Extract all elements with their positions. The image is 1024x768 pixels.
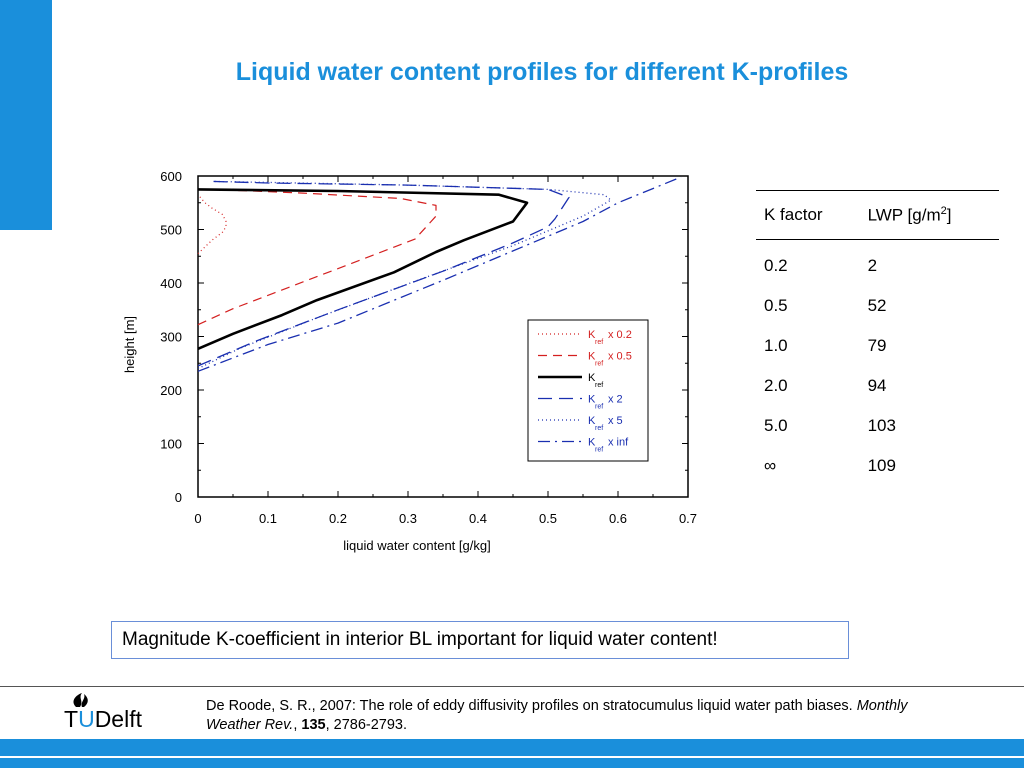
header-lwp-text: LWP [g/m — [867, 205, 941, 225]
logo-delft: Delft — [94, 706, 142, 732]
legend-label-subscript: ref — [595, 361, 603, 368]
table-row: 1.0 79 — [756, 326, 999, 366]
logo-t: T — [64, 706, 79, 732]
legend-label-suffix: x 0.2 — [608, 329, 632, 341]
x-tick-label: 0.6 — [609, 511, 627, 526]
legend-label: K — [588, 372, 596, 384]
x-tick-label: 0.4 — [469, 511, 487, 526]
legend-label-subscript: ref — [595, 447, 603, 454]
table-row: 0.2 2 — [756, 240, 999, 287]
x-tick-label: 0.5 — [539, 511, 557, 526]
accent-bar — [0, 0, 52, 230]
lwp-cell: 79 — [867, 336, 887, 355]
legend-label: K — [588, 351, 596, 363]
conclusion-box: Magnitude K-coefficient in interior BL i… — [111, 621, 849, 659]
legend-label-suffix: x inf — [608, 437, 629, 449]
header-lwp-superscript: 2 — [940, 204, 947, 217]
legend-label: K — [588, 329, 596, 341]
footer-divider — [0, 686, 1024, 687]
slide-title: Liquid water content profiles for differ… — [235, 58, 849, 86]
x-tick-label: 0 — [194, 511, 201, 526]
series-line-0 — [197, 194, 227, 255]
footer-band-bottom — [0, 758, 1024, 768]
legend-label: K — [588, 394, 596, 406]
table-row: ∞ 109 — [756, 446, 999, 486]
x-tick-label: 0.2 — [329, 511, 347, 526]
y-tick-label: 600 — [160, 169, 182, 184]
tudelft-logo: TUDelft — [64, 706, 142, 733]
legend-label-subscript: ref — [595, 404, 603, 411]
reference-citation: De Roode, S. R., 2007: The role of eddy … — [206, 697, 946, 735]
legend-label-subscript: ref — [595, 339, 603, 346]
table-row: 0.5 52 — [756, 286, 999, 326]
reference-journal: Monthly Weather Rev. — [206, 698, 908, 733]
legend-label: K — [588, 437, 596, 449]
table-row: 5.0 103 — [756, 406, 999, 446]
reference-authors: De Roode, S. R., 2007: The role of eddy … — [206, 698, 857, 714]
x-tick-label: 0.1 — [259, 511, 277, 526]
legend-label-suffix: x 5 — [608, 415, 623, 427]
legend-label-subscript: ref — [595, 425, 603, 432]
legend-label-suffix: x 0.5 — [608, 351, 632, 363]
legend-box — [527, 319, 649, 462]
series-line-2 — [197, 188, 529, 350]
lwp-cell: 52 — [867, 296, 887, 315]
lwp-table: K factor LWP [g/m2] 0.2 2 0.5 52 1.0 79 2.0… — [756, 190, 999, 486]
y-tick-label: 200 — [160, 383, 182, 398]
table-header-row: K factor LWP [g/m2] — [756, 190, 999, 240]
reference-pages: , 2786-2793. — [325, 717, 408, 733]
x-tick-label: 0.3 — [399, 511, 417, 526]
k-factor-cell: 0.2 — [764, 256, 788, 275]
k-factor-cell: ∞ — [764, 456, 777, 475]
series-line-3 — [197, 180, 570, 367]
header-k-factor: K factor — [756, 190, 856, 240]
legend-label-subscript: ref — [595, 382, 603, 389]
k-factor-cell: 2.0 — [764, 376, 788, 395]
table-row: 2.0 94 — [756, 366, 999, 406]
lwc-chart: 0 0.1 0.2 0.3 0.4 0.5 0.6 0.7 0 100 200 300 400 500 60… — [122, 169, 697, 553]
header-lwp-close: ] — [946, 205, 952, 225]
lwp-cell: 103 — [867, 416, 896, 435]
k-factor-cell: 1.0 — [764, 336, 788, 355]
y-tick-label: 100 — [160, 437, 182, 452]
lwp-cell: 94 — [867, 376, 887, 395]
reference-volume: 135 — [301, 717, 326, 733]
reference-sep: , — [293, 717, 302, 733]
x-tick-label: 0.7 — [679, 511, 697, 526]
x-axis-label: liquid water content [g/kg] — [343, 538, 490, 553]
y-axis-label: height [m] — [122, 316, 137, 373]
footer-band — [0, 739, 1024, 756]
y-tick-label: 400 — [160, 276, 182, 291]
lwp-cell: 109 — [867, 456, 896, 475]
y-tick-label: 0 — [175, 490, 182, 505]
y-tick-label: 300 — [160, 330, 182, 345]
legend-label-suffix: x 2 — [608, 394, 623, 406]
k-factor-cell: 5.0 — [764, 416, 788, 435]
logo-u: U — [78, 706, 95, 732]
legend-label: K — [588, 415, 596, 427]
series-line-5 — [197, 176, 682, 372]
series-line-1 — [197, 188, 437, 326]
tudelft-flame-icon — [73, 693, 88, 707]
k-factor-cell: 0.5 — [764, 296, 788, 315]
y-tick-label: 500 — [160, 223, 182, 238]
lwp-cell: 2 — [867, 256, 878, 275]
header-lwp: LWP [g/m2] — [855, 190, 999, 240]
